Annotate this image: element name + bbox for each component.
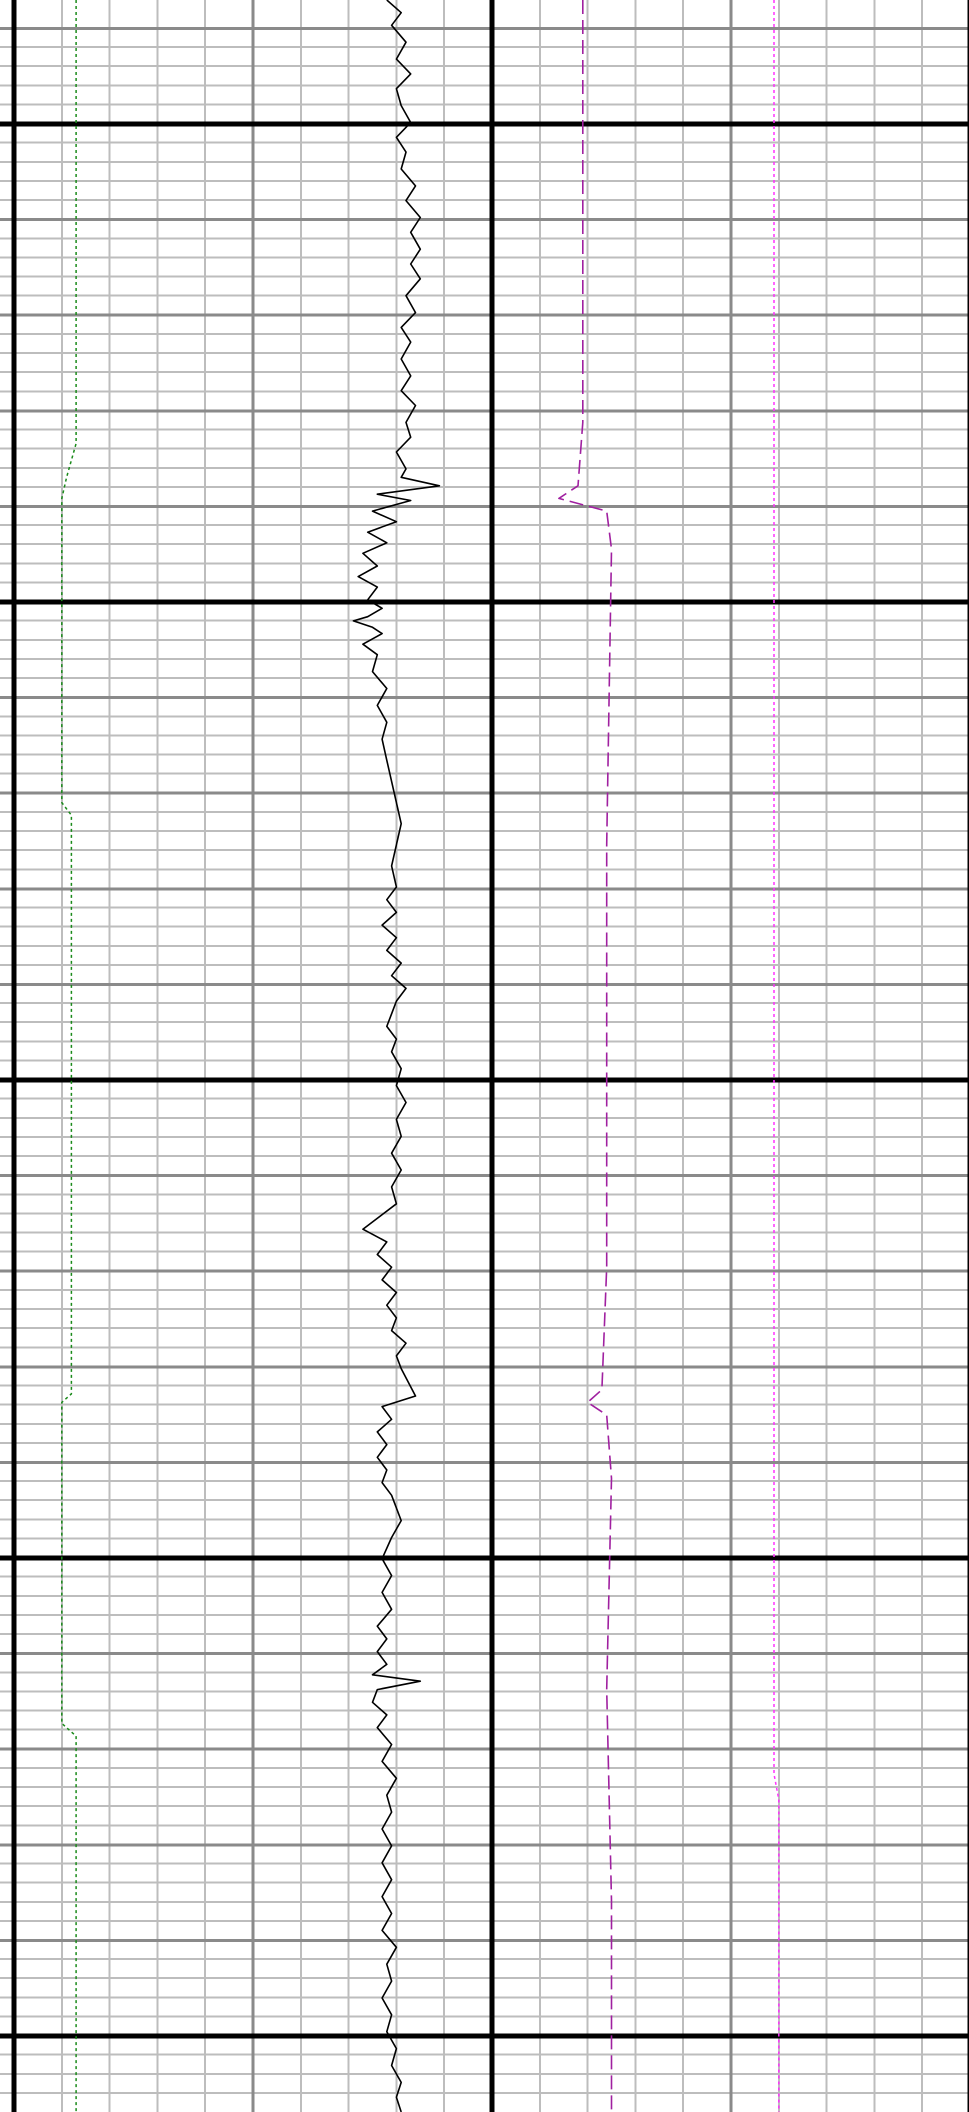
black-curve bbox=[352, 0, 441, 2112]
minor-horizontal-gridlines bbox=[0, 27, 969, 2094]
log-curves bbox=[61, 0, 780, 2112]
magenta-curve bbox=[773, 0, 780, 2112]
minor-vertical-gridlines bbox=[60, 0, 924, 2112]
purple-curve bbox=[558, 0, 613, 2112]
